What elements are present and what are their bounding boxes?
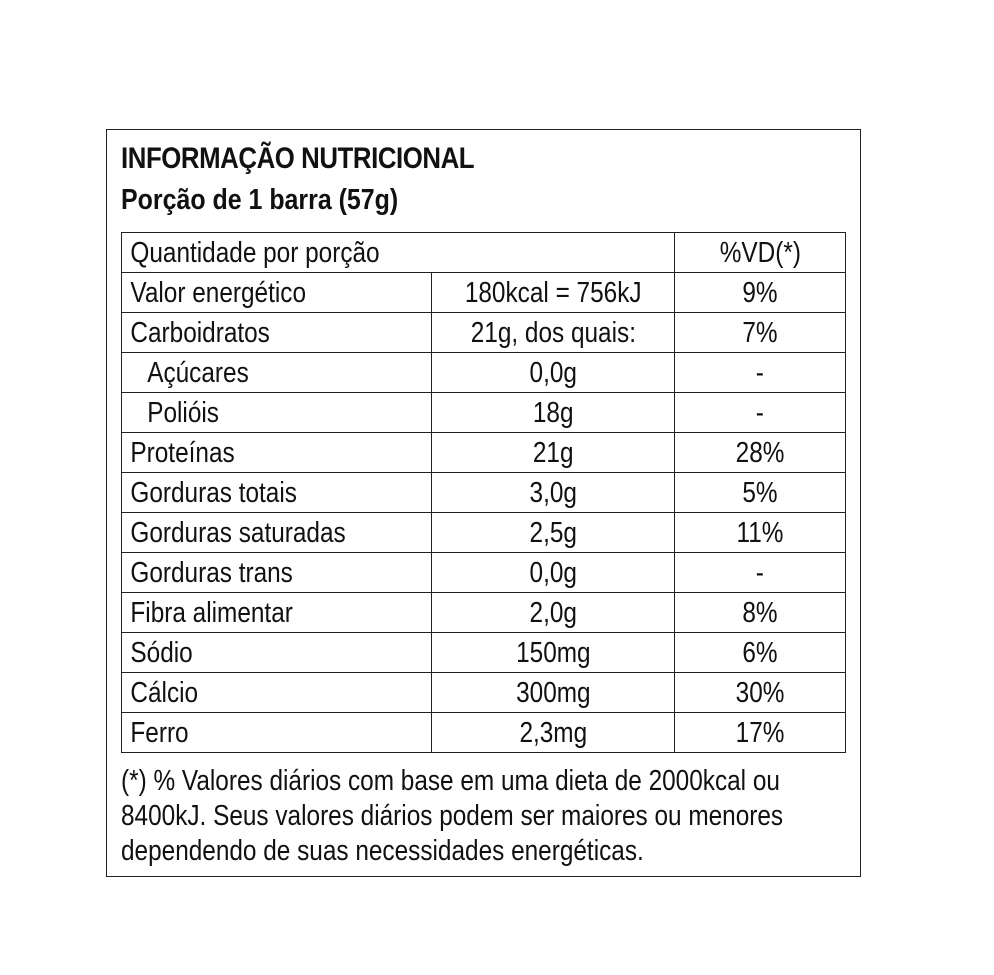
row-amount: 2,5g bbox=[431, 512, 675, 553]
table-row: Polióis 18g - bbox=[121, 392, 846, 433]
row-daily-value: 9% bbox=[674, 272, 846, 313]
nutrition-title: INFORMAÇÃO NUTRICIONAL bbox=[121, 142, 475, 175]
table-row: Ferro 2,3mg 17% bbox=[121, 712, 846, 753]
table-row: Cálcio 300mg 30% bbox=[121, 672, 846, 713]
header-quantity-per-serving: Quantidade por porção bbox=[121, 232, 675, 273]
row-label: Cálcio bbox=[121, 672, 432, 713]
row-amount: 3,0g bbox=[431, 472, 675, 513]
footnote-line: dependendo de suas necessidades energéti… bbox=[121, 835, 644, 867]
table-row: Sódio 150mg 6% bbox=[121, 632, 846, 673]
row-label: Gorduras saturadas bbox=[121, 512, 432, 553]
row-amount: 2,3mg bbox=[431, 712, 675, 753]
table-row: Fibra alimentar 2,0g 8% bbox=[121, 592, 846, 633]
row-amount: 18g bbox=[431, 392, 675, 433]
row-daily-value: 11% bbox=[674, 512, 846, 553]
row-amount: 21g, dos quais: bbox=[431, 312, 675, 353]
row-label: Gorduras totais bbox=[121, 472, 432, 513]
row-amount: 2,0g bbox=[431, 592, 675, 633]
footnote-line: (*) % Valores diários com base em uma di… bbox=[121, 765, 780, 797]
daily-value-footnote: (*) % Valores diários com base em uma di… bbox=[121, 764, 843, 869]
row-daily-value: - bbox=[674, 352, 846, 393]
table-row: Valor energético 180kcal = 756kJ 9% bbox=[121, 272, 846, 313]
row-amount: 150mg bbox=[431, 632, 675, 673]
row-label: Fibra alimentar bbox=[121, 592, 432, 633]
table-row: Gorduras trans 0,0g - bbox=[121, 552, 846, 593]
row-label: Sódio bbox=[121, 632, 432, 673]
row-label: Proteínas bbox=[121, 432, 432, 473]
row-amount: 21g bbox=[431, 432, 675, 473]
table-row: Gorduras saturadas 2,5g 11% bbox=[121, 512, 846, 553]
row-daily-value: 30% bbox=[674, 672, 846, 713]
row-label: Ferro bbox=[121, 712, 432, 753]
row-daily-value: 17% bbox=[674, 712, 846, 753]
row-amount: 0,0g bbox=[431, 352, 675, 393]
row-amount: 300mg bbox=[431, 672, 675, 713]
footnote-line: 8400kJ. Seus valores diários podem ser m… bbox=[121, 800, 784, 832]
row-amount: 0,0g bbox=[431, 552, 675, 593]
table-header-row: Quantidade por porção %VD(*) bbox=[121, 232, 846, 273]
nutrition-table: Quantidade por porção %VD(*) Valor energ… bbox=[121, 232, 846, 753]
row-daily-value: 6% bbox=[674, 632, 846, 673]
row-label: Açúcares bbox=[121, 352, 432, 393]
table-row: Açúcares 0,0g - bbox=[121, 352, 846, 393]
row-label: Polióis bbox=[121, 392, 432, 433]
table-row: Carboidratos 21g, dos quais: 7% bbox=[121, 312, 846, 353]
serving-size: Porção de 1 barra (57g) bbox=[121, 184, 399, 216]
row-daily-value: - bbox=[674, 552, 846, 593]
row-daily-value: 7% bbox=[674, 312, 846, 353]
row-label: Gorduras trans bbox=[121, 552, 432, 593]
row-daily-value: - bbox=[674, 392, 846, 433]
row-label: Valor energético bbox=[121, 272, 432, 313]
table-row: Gorduras totais 3,0g 5% bbox=[121, 472, 846, 513]
row-daily-value: 8% bbox=[674, 592, 846, 633]
nutrition-facts-panel: INFORMAÇÃO NUTRICIONAL Porção de 1 barra… bbox=[106, 129, 861, 877]
header-daily-value: %VD(*) bbox=[674, 232, 846, 273]
table-row: Proteínas 21g 28% bbox=[121, 432, 846, 473]
row-label: Carboidratos bbox=[121, 312, 432, 353]
row-daily-value: 28% bbox=[674, 432, 846, 473]
row-daily-value: 5% bbox=[674, 472, 846, 513]
row-amount: 180kcal = 756kJ bbox=[431, 272, 675, 313]
